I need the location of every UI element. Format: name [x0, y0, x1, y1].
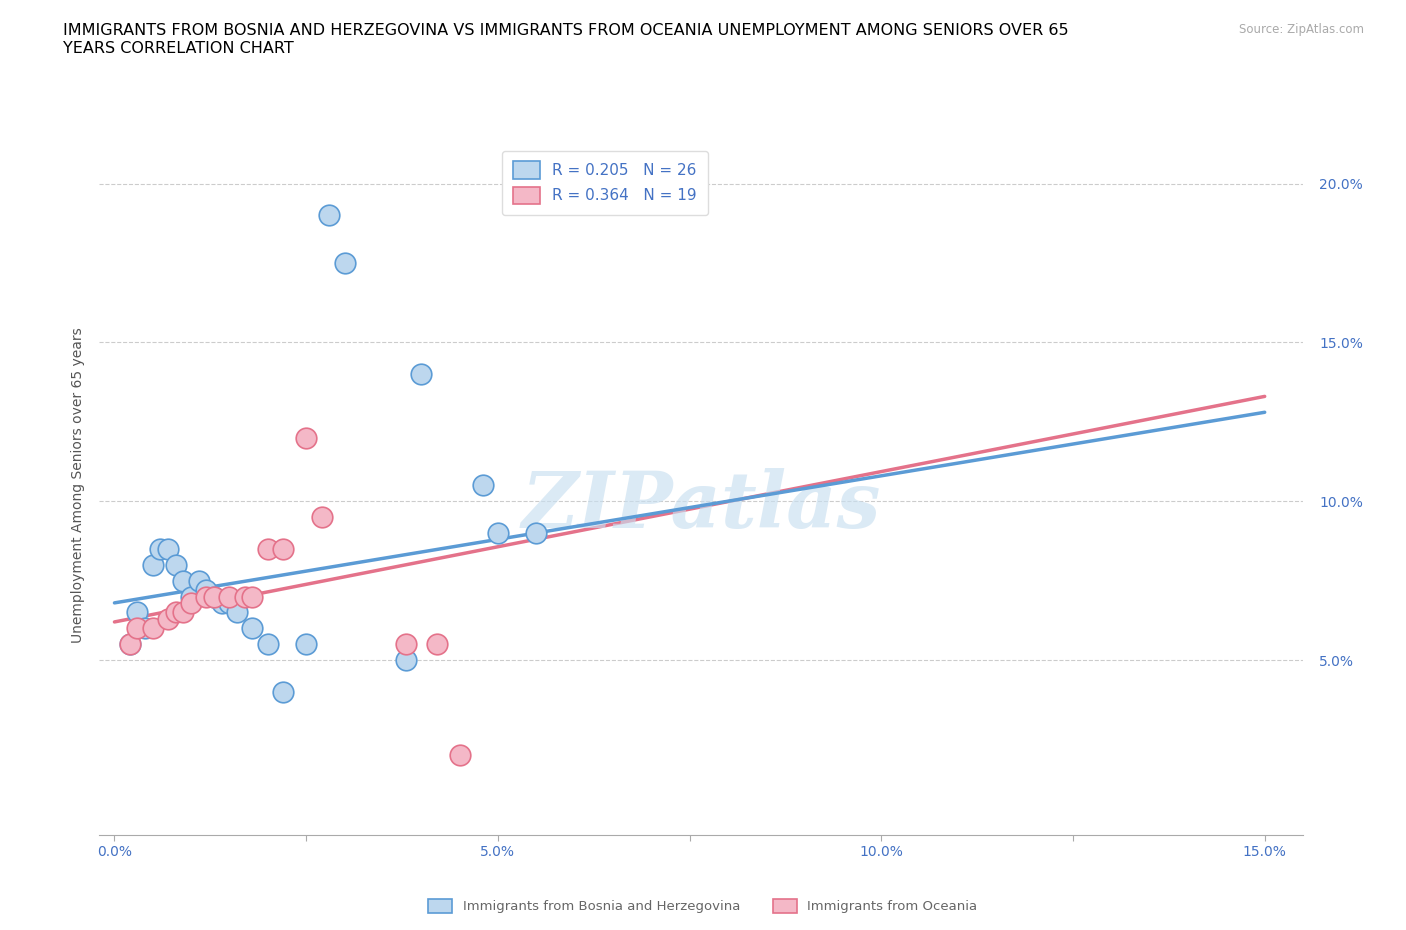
- Point: [202, 589, 225, 604]
- Legend: Immigrants from Bosnia and Herzegovina, Immigrants from Oceania: Immigrants from Bosnia and Herzegovina, …: [423, 894, 983, 919]
- Point: [471, 478, 494, 493]
- Point: [149, 541, 172, 556]
- Point: [187, 573, 209, 588]
- Point: [180, 589, 202, 604]
- Point: [425, 637, 447, 652]
- Legend: R = 0.205   N = 26, R = 0.364   N = 19: R = 0.205 N = 26, R = 0.364 N = 19: [502, 151, 707, 215]
- Text: ZIPatlas: ZIPatlas: [522, 468, 880, 545]
- Text: Source: ZipAtlas.com: Source: ZipAtlas.com: [1239, 23, 1364, 36]
- Point: [165, 605, 187, 620]
- Point: [127, 605, 149, 620]
- Point: [218, 595, 240, 610]
- Point: [180, 595, 202, 610]
- Point: [211, 595, 233, 610]
- Point: [172, 605, 194, 620]
- Point: [195, 583, 218, 598]
- Point: [333, 256, 356, 271]
- Point: [242, 621, 264, 636]
- Point: [157, 541, 180, 556]
- Point: [271, 541, 294, 556]
- Point: [395, 637, 418, 652]
- Point: [142, 621, 165, 636]
- Point: [295, 637, 318, 652]
- Text: IMMIGRANTS FROM BOSNIA AND HERZEGOVINA VS IMMIGRANTS FROM OCEANIA UNEMPLOYMENT A: IMMIGRANTS FROM BOSNIA AND HERZEGOVINA V…: [63, 23, 1069, 56]
- Point: [134, 621, 156, 636]
- Point: [256, 637, 278, 652]
- Point: [172, 573, 194, 588]
- Point: [127, 621, 149, 636]
- Point: [218, 589, 240, 604]
- Point: [165, 557, 187, 572]
- Point: [311, 510, 333, 525]
- Point: [271, 684, 294, 699]
- Point: [524, 525, 547, 540]
- Point: [295, 431, 318, 445]
- Point: [142, 557, 165, 572]
- Point: [157, 611, 180, 626]
- Point: [395, 653, 418, 668]
- Y-axis label: Unemployment Among Seniors over 65 years: Unemployment Among Seniors over 65 years: [72, 327, 86, 644]
- Point: [449, 748, 471, 763]
- Point: [202, 589, 225, 604]
- Point: [256, 541, 278, 556]
- Point: [195, 589, 218, 604]
- Point: [486, 525, 509, 540]
- Point: [118, 637, 141, 652]
- Point: [226, 605, 249, 620]
- Point: [411, 366, 433, 381]
- Point: [233, 589, 256, 604]
- Point: [242, 589, 264, 604]
- Point: [318, 208, 340, 223]
- Point: [118, 637, 141, 652]
